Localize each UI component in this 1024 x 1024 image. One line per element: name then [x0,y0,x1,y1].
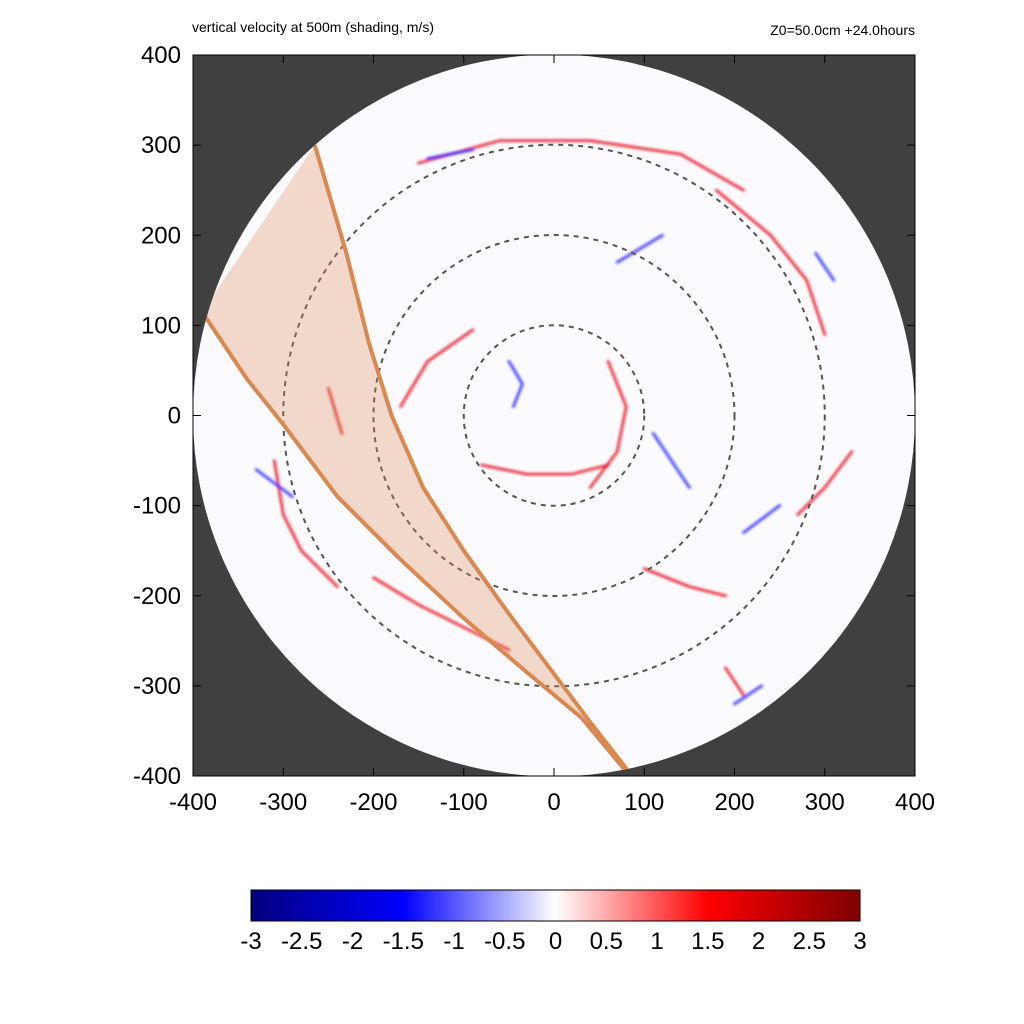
y-tick-label: 200 [141,222,181,249]
velocity-feature-negative [742,504,782,535]
colorbar-tick-label: 1 [650,928,663,955]
y-tick-label: 100 [141,312,181,339]
y-tick-label: -200 [133,583,181,610]
velocity-feature-negative [426,148,475,161]
x-tick-label: -200 [349,789,397,816]
colorbar-tick-label: 1.5 [691,928,724,955]
velocity-feature-positive [796,450,854,517]
y-tick-label: -400 [133,763,181,790]
x-tick-label: -400 [169,789,217,816]
colorbar [250,889,861,922]
colorbar-tick-label: 0.5 [590,928,623,955]
x-tick-label: 300 [805,789,845,816]
velocity-feature-negative [615,233,664,264]
y-tick-label: 0 [168,403,181,430]
velocity-field [254,139,854,706]
band-edge-right [312,144,633,776]
radius-circle-200 [372,234,736,597]
velocity-feature-positive [724,666,745,697]
velocity-feature-negative [733,684,764,706]
y-tick-label: -300 [133,673,181,700]
velocity-feature-positive [714,188,827,336]
velocity-feature-negative [507,359,524,408]
velocity-feature-negative [651,432,691,490]
x-tick-label: -300 [259,789,307,816]
y-tick-label: 300 [141,132,181,159]
colorbar-tick-label: -1.5 [383,928,424,955]
velocity-feature-negative [254,468,294,499]
colorbar-tick-label: 0 [549,928,562,955]
band-edge-left [200,310,628,773]
colorbar-tick-label: -2.5 [281,928,322,955]
velocity-feature-positive [399,328,475,408]
velocity-feature-negative [814,251,836,282]
x-tick-label: 100 [624,789,664,816]
colorbar-tick-label: -0.5 [484,928,525,955]
model-domain [193,54,915,777]
chart-title: vertical velocity at 500m (shading, m/s) [192,19,434,35]
colorbar-tick-label: -1 [443,928,464,955]
radius-circle-300 [282,143,826,688]
x-tick-label: -100 [440,789,488,816]
colorbar-tick-label: 2 [752,928,765,955]
x-tick-label: 0 [547,789,560,816]
colorbar-tick-label: -2 [342,928,363,955]
velocity-feature-positive [480,463,610,476]
colorbar-tick-label: 2.5 [793,928,826,955]
velocity-feature-positive [326,387,344,435]
chart-annotation: Z0=50.0cm +24.0hours [770,22,915,38]
velocity-feature-positive [642,567,727,598]
band-fill [202,145,631,775]
y-tick-label: 400 [141,42,181,69]
y-tick-label: -100 [133,493,181,520]
radius-circle-100 [462,324,646,507]
velocity-feature-positive [588,359,628,490]
colorbar-tick-label: 3 [853,928,866,955]
x-tick-label: 200 [714,789,754,816]
highlight-band [200,144,633,776]
velocity-feature-positive [417,139,745,192]
x-tick-label: 400 [895,789,935,816]
colorbar-tick-label: -3 [240,928,261,955]
